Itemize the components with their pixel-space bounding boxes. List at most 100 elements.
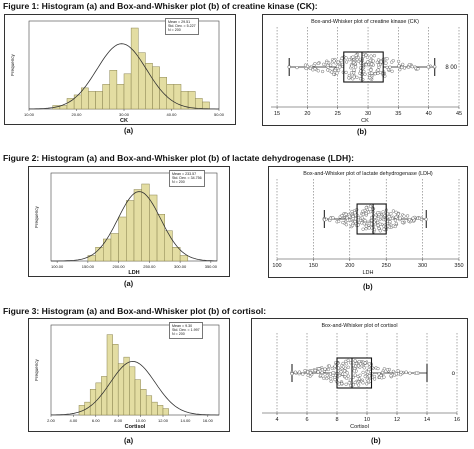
data-point bbox=[326, 63, 330, 67]
data-point bbox=[373, 215, 377, 219]
data-point bbox=[415, 371, 419, 375]
histogram-bar bbox=[101, 376, 108, 416]
data-point bbox=[363, 374, 367, 378]
histogram-bar bbox=[133, 189, 142, 262]
normal-curve bbox=[29, 43, 219, 110]
data-point bbox=[376, 223, 380, 227]
normal-curve bbox=[51, 191, 217, 262]
x-axis-label: CK bbox=[361, 118, 369, 124]
data-point bbox=[370, 71, 374, 75]
data-point bbox=[360, 216, 364, 220]
x-tick-label: 12 bbox=[394, 417, 400, 423]
x-tick-label: 16.00 bbox=[203, 418, 214, 423]
x-tick-label: 14.00 bbox=[180, 418, 191, 423]
fig2-histogram-panel: 100.00 150.00 200.00 250.00 300.00 350.00 LDH F… bbox=[28, 166, 230, 277]
data-point bbox=[376, 68, 380, 72]
fig1-stats-box: Mean = 29.51 Std. Dev. = 5.227 N = 200 bbox=[165, 18, 199, 35]
histogram-bar bbox=[109, 70, 118, 110]
data-point bbox=[377, 63, 381, 67]
x-tick-label: 30.00 bbox=[119, 112, 130, 117]
data-point bbox=[382, 375, 386, 379]
data-point bbox=[328, 372, 333, 376]
data-point bbox=[393, 224, 397, 229]
histogram-bar bbox=[102, 84, 110, 110]
data-point bbox=[363, 72, 367, 76]
histogram-bar bbox=[151, 401, 158, 416]
data-point bbox=[297, 370, 301, 374]
x-tick-label: 6.00 bbox=[92, 418, 101, 423]
data-point bbox=[340, 382, 344, 386]
histogram-bar bbox=[156, 214, 165, 262]
x-tick-label: 35 bbox=[395, 111, 401, 117]
data-point bbox=[328, 218, 332, 222]
x-tick-label: 300.00 bbox=[174, 264, 187, 269]
fig1-stat-n: N = 200 bbox=[168, 28, 181, 33]
x-axis-label: LDH bbox=[362, 270, 373, 276]
x-tick-label: 6 bbox=[305, 417, 308, 423]
data-point bbox=[332, 59, 336, 63]
data-point bbox=[367, 374, 371, 378]
data-point bbox=[348, 378, 352, 382]
fig1-box-svg: Box-and-Whisker plot of creatine kinase … bbox=[271, 19, 462, 124]
x-tick-label: 150.00 bbox=[82, 264, 95, 269]
x-tick-label: 300 bbox=[418, 263, 427, 269]
x-tick-label: 4 bbox=[275, 417, 278, 423]
data-point bbox=[385, 368, 390, 372]
data-point bbox=[410, 65, 414, 69]
data-point bbox=[400, 220, 405, 224]
x-tick-label: 40 bbox=[426, 111, 432, 117]
histogram-bar bbox=[106, 334, 113, 416]
fig1-box-panel: Box-and-Whisker plot of creatine kinase … bbox=[262, 14, 468, 126]
x-tick-label: 2.00 bbox=[47, 418, 56, 423]
data-point bbox=[360, 221, 364, 225]
data-point bbox=[346, 365, 350, 369]
data-point bbox=[313, 67, 317, 71]
histogram-bar bbox=[112, 344, 119, 416]
data-point bbox=[345, 371, 349, 375]
data-point bbox=[341, 220, 345, 225]
fig2-caption-a: (a) bbox=[124, 279, 134, 288]
data-point bbox=[357, 360, 361, 364]
x-tick-label: 200.00 bbox=[113, 264, 126, 269]
data-point bbox=[391, 209, 395, 213]
histogram-bar bbox=[179, 255, 189, 262]
data-point bbox=[308, 66, 312, 70]
data-point bbox=[352, 68, 356, 72]
fig2-stats-box: Mean = 233.57 Std. Dev. = 34.756 N = 200 bbox=[169, 170, 205, 187]
fig3-caption-b: (b) bbox=[371, 436, 381, 445]
data-point bbox=[396, 369, 400, 373]
data-point bbox=[401, 62, 405, 66]
data-point bbox=[380, 370, 385, 375]
x-tick-label: 100.00 bbox=[51, 264, 64, 269]
box bbox=[343, 51, 384, 83]
data-point bbox=[325, 61, 329, 65]
data-point bbox=[301, 372, 305, 376]
histogram-bar bbox=[164, 230, 173, 262]
data-point bbox=[352, 75, 356, 79]
data-point bbox=[363, 219, 367, 223]
data-point bbox=[339, 370, 343, 374]
fig3-caption-a: (a) bbox=[124, 436, 134, 445]
x-tick-label: 250 bbox=[382, 263, 391, 269]
histogram-bar bbox=[134, 379, 141, 416]
data-point bbox=[345, 60, 349, 64]
data-point bbox=[352, 60, 356, 65]
histogram-bar bbox=[145, 395, 153, 416]
fig3-box-svg: Box-and-Whisker plot of cortisol 4 6 8 10 12 1… bbox=[262, 323, 460, 430]
data-point bbox=[386, 67, 391, 71]
histogram-bar bbox=[118, 216, 127, 262]
data-point bbox=[397, 64, 401, 68]
outlier-label: o bbox=[452, 371, 456, 377]
histogram-bar bbox=[123, 356, 130, 416]
data-point bbox=[370, 62, 374, 66]
data-point bbox=[355, 57, 359, 62]
fig3-stats-box: Mean = 9.30 Std. Dev. = 1.997 N = 200 bbox=[169, 322, 203, 339]
data-point bbox=[353, 373, 357, 377]
data-point bbox=[343, 369, 347, 373]
data-point bbox=[295, 66, 299, 70]
x-tick-label: 150 bbox=[309, 263, 318, 269]
data-point bbox=[373, 72, 377, 76]
data-point bbox=[320, 370, 324, 374]
fig3-stat-mean: Mean = 9.30 bbox=[172, 324, 193, 328]
data-point bbox=[375, 60, 379, 64]
